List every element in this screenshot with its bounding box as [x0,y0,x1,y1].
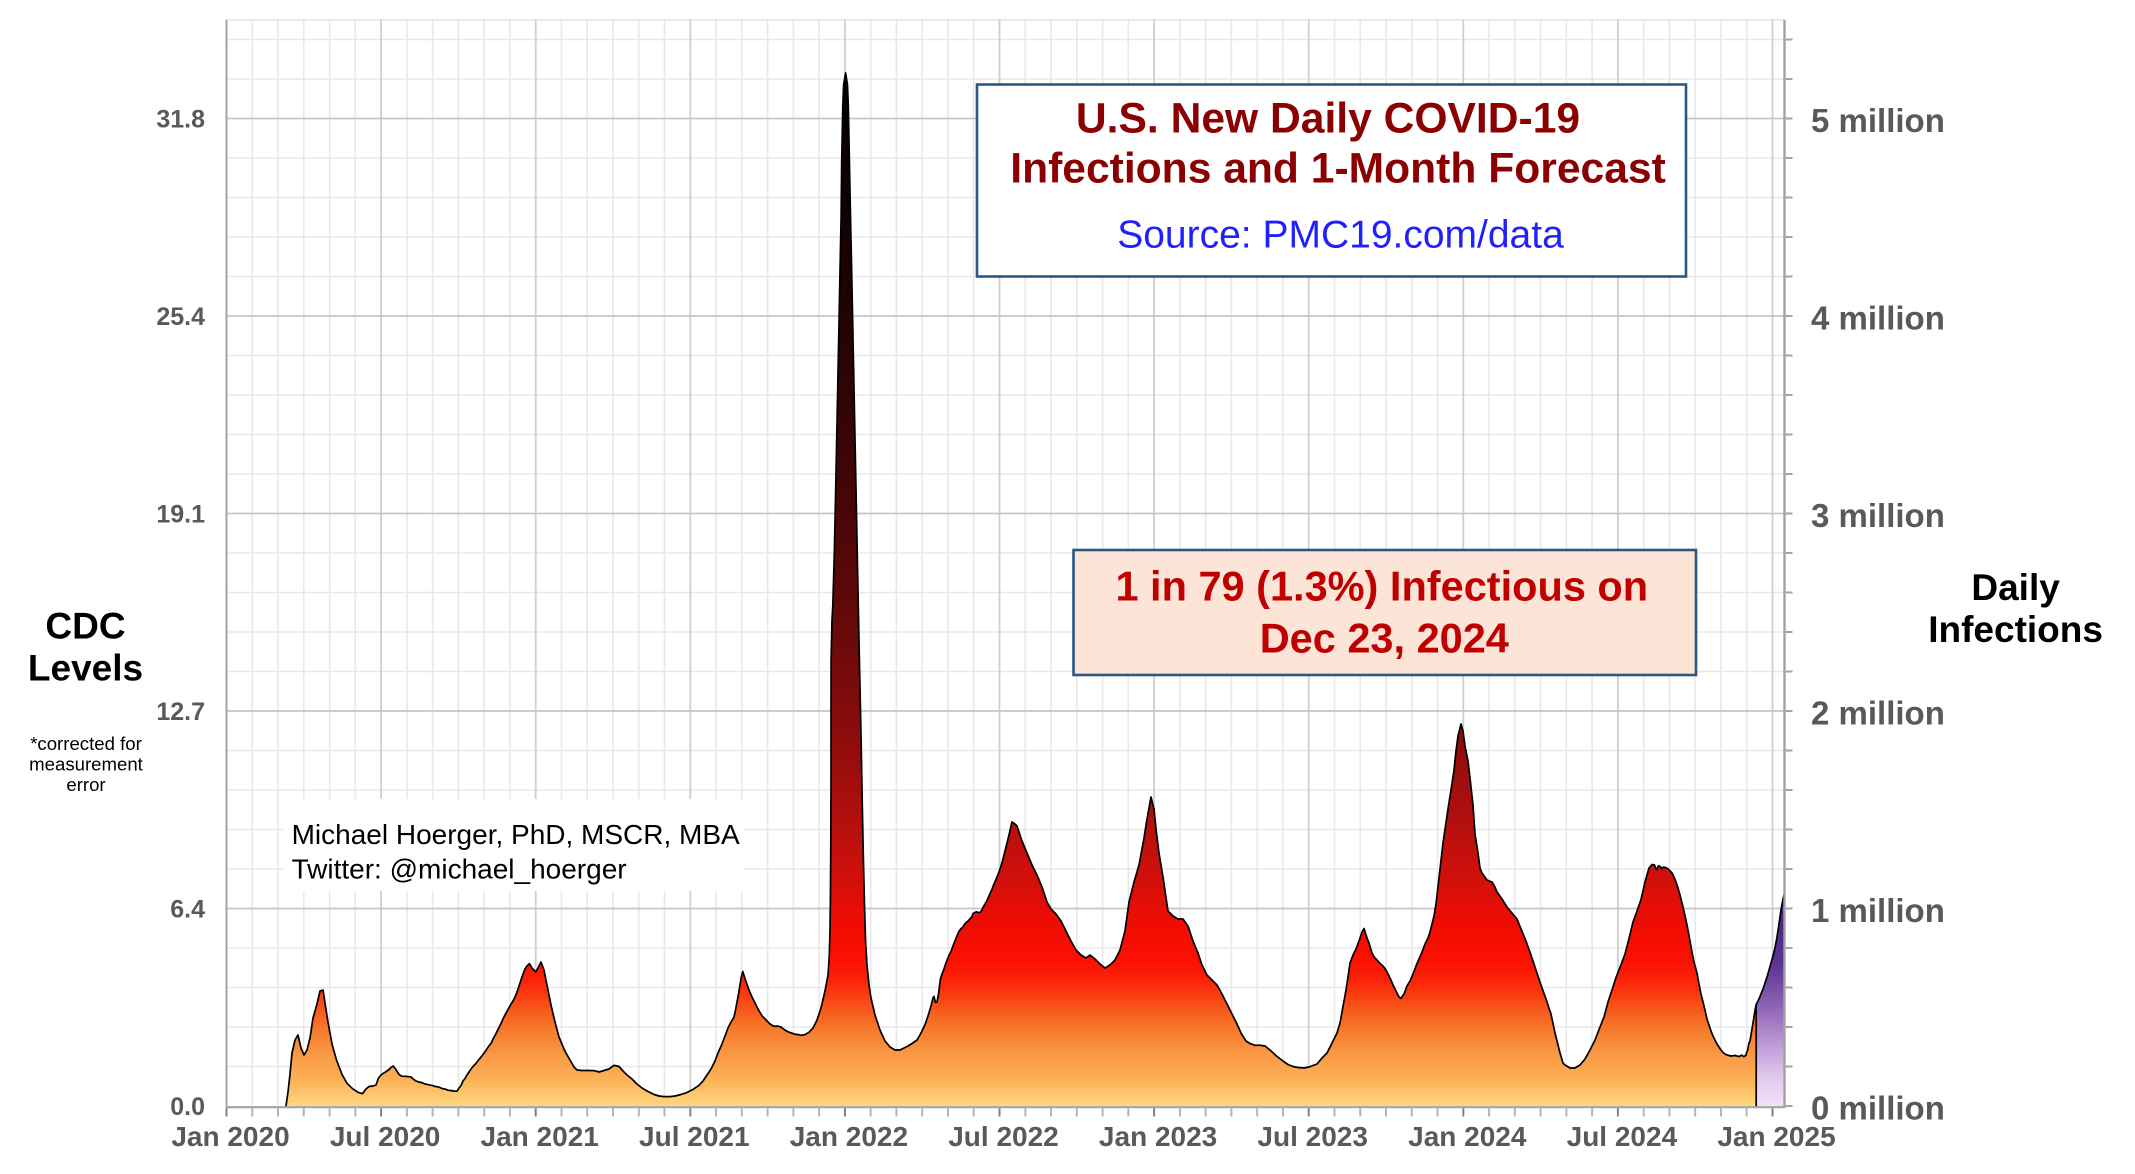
svg-text:4 million: 4 million [1811,300,1945,337]
svg-text:error: error [66,774,105,795]
svg-text:25.4: 25.4 [156,303,205,331]
svg-text:Jul 2021: Jul 2021 [639,1121,750,1152]
svg-text:Jan 2021: Jan 2021 [481,1121,599,1152]
svg-text:6.4: 6.4 [170,896,205,924]
svg-text:Infections and 1-Month Forecas: Infections and 1-Month Forecast [1010,145,1666,193]
svg-text:5 million: 5 million [1811,102,1945,139]
svg-text:Jan 2023: Jan 2023 [1099,1121,1217,1152]
svg-text:1 million: 1 million [1811,892,1945,929]
svg-text:Jul 2022: Jul 2022 [948,1121,1059,1152]
svg-text:Jan 2022: Jan 2022 [790,1121,908,1152]
svg-text:U.S. New Daily COVID-19: U.S. New Daily COVID-19 [1076,95,1580,143]
svg-text:2 million: 2 million [1811,695,1945,732]
svg-text:Source: PMC19.com/data: Source: PMC19.com/data [1117,214,1564,257]
svg-text:Jan 2025: Jan 2025 [1717,1121,1835,1152]
svg-text:Daily: Daily [1971,567,2060,608]
svg-text:31.8: 31.8 [156,106,205,134]
svg-text:Dec 23, 2024: Dec 23, 2024 [1260,614,1509,661]
svg-text:Jul 2024: Jul 2024 [1567,1121,1678,1152]
svg-text:Jul 2020: Jul 2020 [330,1121,441,1152]
svg-text:CDC: CDC [45,606,125,647]
svg-text:*corrected for: *corrected for [30,733,142,754]
svg-text:19.1: 19.1 [156,501,205,529]
svg-text:1 in 79 (1.3%) Infectious on: 1 in 79 (1.3%) Infectious on [1115,563,1648,610]
svg-text:Infections: Infections [1928,609,2103,650]
svg-text:Jan 2020: Jan 2020 [171,1121,289,1152]
svg-text:Michael Hoerger, PhD, MSCR, MB: Michael Hoerger, PhD, MSCR, MBA [292,819,740,850]
svg-text:Jul 2023: Jul 2023 [1257,1121,1368,1152]
svg-text:12.7: 12.7 [156,698,205,726]
svg-text:Levels: Levels [28,648,143,689]
svg-text:measurement: measurement [29,754,144,775]
svg-text:Jan 2024: Jan 2024 [1408,1121,1527,1152]
svg-text:3 million: 3 million [1811,497,1945,534]
svg-text:Twitter: @michael_hoerger: Twitter: @michael_hoerger [292,854,627,885]
svg-text:0.0: 0.0 [170,1093,205,1121]
svg-text:0 million: 0 million [1811,1090,1945,1127]
